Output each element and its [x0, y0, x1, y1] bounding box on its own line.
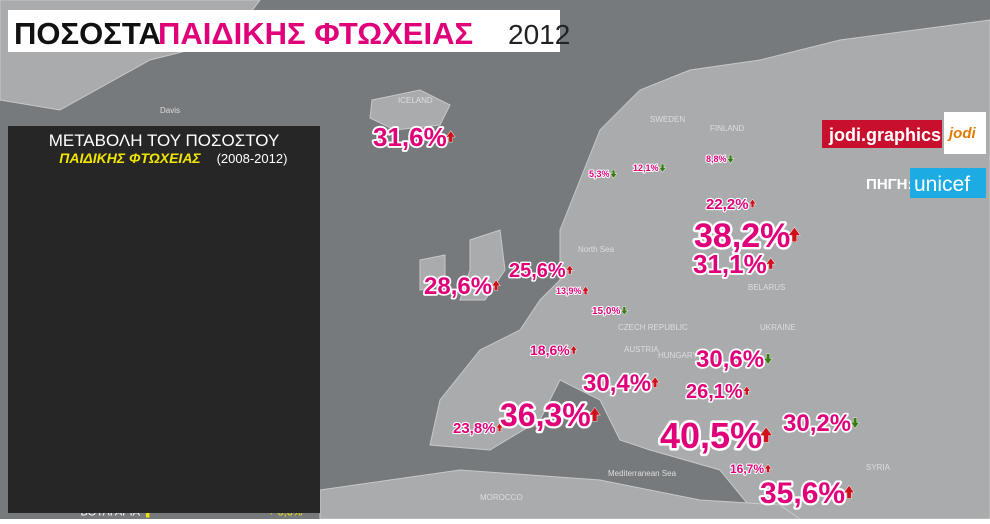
place-label: CZECH REPUBLIC — [618, 323, 688, 332]
place-label: BELARUS — [748, 283, 785, 292]
bar-panel: ΜΕΤΑΒΟΛΗ ΤΟΥ ΠΟΣΟΣΤΟΥ ΠΑΙΔΙΚΗΣ ΦΤΩΧΕΙΑΣ … — [8, 126, 320, 513]
source: unicef — [914, 173, 970, 196]
map-value: 31,6% — [373, 122, 447, 152]
trend-arrow — [763, 353, 773, 365]
trend-arrow — [650, 376, 660, 388]
map-value: 25,6% — [509, 260, 566, 282]
place-label: SWEDEN — [650, 115, 685, 124]
title-year: 2012 — [508, 19, 570, 50]
map-value: 35,6% — [760, 477, 845, 510]
title-background — [8, 10, 560, 52]
map-value: 18,6% — [530, 342, 570, 358]
title-bar: ΠΟΣΟΣΤΑ ΠΑΙΔΙΚΗΣ ΦΤΩΧΕΙΑΣ 2012 — [8, 10, 570, 52]
trend-arrow — [788, 226, 801, 243]
trend-arrow — [850, 417, 860, 429]
place-label: SYRIA — [866, 463, 891, 472]
trend-arrow — [748, 198, 757, 208]
trend-arrow — [565, 264, 574, 275]
map-value: 30,4% — [583, 370, 651, 397]
trend-arrow — [588, 406, 601, 422]
brand-mark-box — [944, 112, 986, 154]
trend-arrow — [445, 130, 456, 143]
trend-arrow — [658, 163, 667, 173]
map-value: 8,8% — [706, 154, 727, 164]
map-value: 15,0% — [592, 306, 620, 317]
trend-arrow — [759, 426, 773, 443]
trend-arrow — [491, 279, 501, 291]
source-label: ΠΗΓΗ: — [866, 176, 913, 193]
map-value: 22,2% — [706, 196, 749, 213]
chart-title: ΜΕΤΑΒΟΛΗ ΤΟΥ ΠΟΣΟΣΤΟΥ — [49, 131, 280, 150]
trend-arrow — [581, 285, 590, 295]
place-label: HUNGARY — [658, 351, 699, 360]
brand-box — [822, 120, 942, 148]
brand: jodi.graphics — [828, 125, 941, 145]
map-value: 40,5% — [660, 415, 762, 456]
trend-arrow — [495, 422, 504, 432]
place-label: Davis — [160, 106, 180, 115]
place-label: Mediterranean Sea — [608, 469, 677, 478]
trend-arrow — [764, 463, 772, 473]
trend-arrow — [726, 154, 735, 164]
chart-subtitle-note: (2008-2012) — [217, 151, 288, 166]
chart-subtitle: ΠΑΙΔΙΚΗΣ ΦΤΩΧΕΙΑΣ — [59, 150, 201, 166]
place-label: UKRAINE — [760, 323, 796, 332]
panel-background — [8, 126, 320, 513]
trend-arrow — [620, 306, 629, 316]
trend-arrow — [742, 385, 751, 396]
map-value: 31,1% — [693, 249, 767, 279]
trend-arrow — [609, 169, 618, 179]
map-value: 13,9% — [556, 286, 582, 296]
brand-mark: jodi — [947, 125, 976, 142]
map-value: 38,2% — [694, 217, 790, 255]
trend-arrow — [843, 485, 855, 499]
map-value: 12,1% — [633, 163, 659, 173]
map-value: 5,3% — [589, 169, 610, 179]
title-part1: ΠΟΣΟΣΤΑ — [14, 16, 161, 51]
place-label: ICELAND — [398, 96, 433, 105]
map-value: 23,8% — [453, 420, 496, 437]
title-part2: ΠΑΙΔΙΚΗΣ ΦΤΩΧΕΙΑΣ — [158, 16, 473, 51]
trend-arrow — [765, 257, 776, 270]
logos: jodi.graphics jodi ΠΗΓΗ: unicef — [822, 112, 986, 198]
source-box — [910, 168, 986, 198]
map-value: 36,3% — [500, 397, 591, 433]
map-value: 16,7% — [730, 462, 764, 476]
place-label: FINLAND — [710, 124, 744, 133]
trend-arrow — [569, 345, 578, 355]
map-value: 30,2% — [783, 410, 851, 437]
map-value: 26,1% — [686, 381, 743, 403]
place-label: North Sea — [578, 245, 615, 254]
place-label: MOROCCO — [480, 493, 523, 502]
map-value: 30,6% — [696, 346, 764, 373]
place-label: AUSTRIA — [624, 345, 659, 354]
map-value: 28,6% — [424, 273, 492, 300]
